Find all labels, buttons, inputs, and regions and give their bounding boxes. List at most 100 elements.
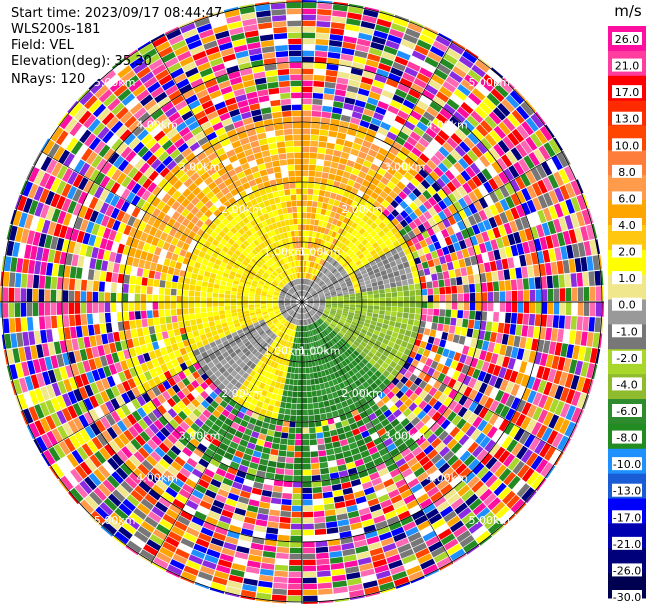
range-gate	[138, 447, 150, 459]
range-gate	[81, 268, 89, 280]
range-gate	[28, 167, 40, 183]
range-gate	[296, 409, 302, 416]
range-gate	[507, 233, 516, 246]
range-gate	[311, 336, 315, 342]
range-gate	[91, 247, 99, 259]
range-gate	[290, 299, 297, 301]
range-gate	[206, 404, 216, 414]
range-gate	[365, 283, 372, 288]
range-gate	[535, 289, 542, 302]
range-gate	[20, 410, 28, 425]
range-gate	[239, 361, 246, 369]
range-gate	[547, 368, 557, 383]
range-gate	[419, 355, 428, 364]
range-gate	[44, 289, 51, 302]
range-gate	[206, 297, 213, 302]
range-gate	[336, 207, 343, 215]
range-gate	[238, 314, 244, 319]
range-gate	[228, 524, 242, 534]
range-gate	[316, 15, 331, 22]
range-gate	[225, 334, 233, 340]
range-gate	[466, 265, 474, 276]
range-gate	[455, 174, 467, 185]
range-gate	[135, 319, 142, 329]
range-gate	[306, 218, 311, 225]
range-gate	[95, 259, 103, 271]
range-gate	[404, 388, 414, 398]
range-gate	[343, 140, 354, 148]
range-gate	[553, 137, 563, 151]
range-gate	[432, 192, 442, 203]
range-gate	[134, 311, 141, 320]
range-gate	[407, 531, 422, 543]
range-gate	[266, 303, 273, 306]
range-gate	[363, 160, 372, 169]
range-gate	[462, 153, 474, 166]
range-gate	[243, 479, 254, 487]
range-gate	[342, 312, 348, 317]
range-gate	[547, 288, 554, 302]
range-gate	[324, 292, 331, 296]
range-gate	[239, 278, 246, 284]
range-gate	[298, 313, 301, 320]
range-gate	[325, 515, 337, 523]
range-gate	[136, 209, 146, 221]
range-gate	[257, 414, 265, 422]
range-gate	[373, 437, 383, 446]
range-gate	[437, 272, 444, 280]
range-gate	[95, 334, 103, 346]
range-gate	[568, 330, 576, 345]
range-gate	[525, 419, 537, 433]
range-gate	[331, 292, 337, 296]
range-gate	[325, 279, 331, 285]
range-gate	[314, 284, 319, 290]
range-gate	[280, 364, 285, 371]
range-gate	[305, 273, 308, 279]
range-gate	[458, 434, 470, 446]
range-gate	[543, 192, 554, 207]
range-gate	[299, 307, 301, 314]
range-gate	[419, 498, 433, 509]
range-gate	[483, 151, 496, 164]
range-gate	[414, 242, 422, 251]
range-gate	[356, 419, 365, 428]
range-gate	[324, 278, 330, 283]
range-gate	[403, 335, 410, 343]
range-gate	[498, 419, 510, 432]
range-gate	[407, 318, 414, 326]
range-gate	[269, 454, 278, 462]
range-gate	[321, 338, 326, 345]
range-gate	[478, 184, 489, 197]
range-gate	[283, 475, 293, 482]
range-gate	[433, 390, 443, 400]
range-gate	[302, 379, 307, 386]
range-gate	[289, 310, 294, 315]
range-gate	[445, 294, 452, 302]
range-gate	[306, 285, 309, 291]
range-gate	[378, 213, 387, 222]
range-gate	[450, 252, 458, 262]
range-gate	[517, 464, 530, 479]
range-gate	[319, 258, 324, 265]
range-gate	[201, 453, 212, 463]
range-gate	[578, 346, 586, 361]
range-gate	[374, 386, 382, 395]
range-gate	[377, 100, 389, 110]
range-gate	[239, 344, 246, 351]
range-gate	[393, 499, 406, 510]
range-gate	[262, 342, 268, 349]
range-gate	[333, 328, 339, 334]
range-gate	[502, 77, 515, 90]
range-gate	[204, 271, 211, 278]
range-gate	[350, 275, 357, 280]
range-gate	[456, 276, 463, 286]
range-gate	[267, 366, 273, 373]
range-gate	[24, 244, 32, 259]
range-gate	[115, 467, 129, 480]
range-gate	[383, 437, 394, 447]
range-gate	[446, 543, 462, 556]
range-gate	[309, 287, 313, 293]
range-gate	[291, 303, 297, 307]
range-gate	[576, 272, 583, 287]
range-gate	[329, 243, 335, 250]
